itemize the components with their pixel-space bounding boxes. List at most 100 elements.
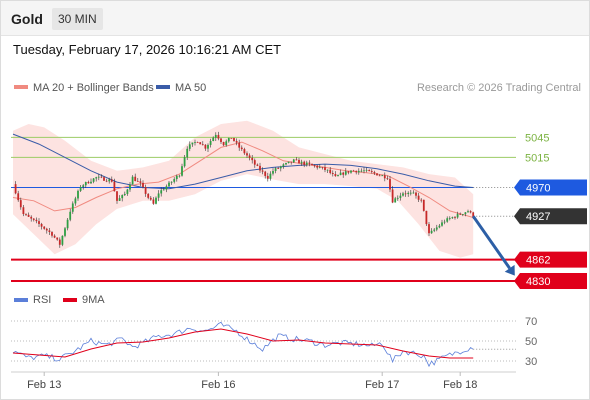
candle [222, 141, 225, 147]
candle [155, 196, 157, 205]
moving-averages [12, 133, 474, 218]
candle [19, 197, 22, 210]
candle [469, 210, 472, 214]
bollinger-bands [13, 120, 474, 258]
candle [461, 213, 464, 217]
candle [420, 198, 423, 203]
candle [235, 138, 238, 146]
candle [165, 184, 168, 193]
candle [456, 211, 459, 219]
candle [97, 173, 100, 181]
candle [152, 197, 155, 205]
rsi-legend-swatch [14, 298, 28, 302]
candle [238, 139, 241, 151]
candle [92, 177, 95, 184]
candle [360, 168, 363, 173]
pivot-label: 4970 [526, 182, 550, 194]
timeframe-button[interactable]: 30 MIN [52, 8, 103, 30]
candle [415, 191, 417, 199]
credit-text: Research © 2026 Trading Central [417, 82, 581, 94]
candle [404, 190, 407, 197]
time-label: Feb 16 [201, 379, 235, 391]
candle [373, 170, 376, 175]
candle [69, 208, 72, 222]
ma20-line [12, 141, 474, 218]
forecast-arrow-shaft [471, 215, 511, 270]
candle [417, 192, 420, 202]
candle [383, 172, 386, 182]
candle [90, 178, 92, 184]
candle [396, 195, 399, 201]
candle [290, 161, 293, 165]
candle [347, 171, 350, 175]
candle [196, 141, 199, 143]
candle [467, 209, 469, 213]
candle [435, 224, 438, 232]
candle [22, 204, 25, 217]
candle [45, 227, 48, 234]
candle [123, 191, 126, 196]
candle [207, 143, 209, 152]
candle [144, 184, 147, 197]
candle [95, 176, 98, 182]
candle [394, 196, 397, 203]
candle [264, 170, 267, 179]
candle [227, 137, 230, 143]
candle [378, 174, 381, 177]
candle [318, 164, 321, 169]
candle [32, 218, 35, 222]
candle [53, 234, 56, 239]
candle [285, 162, 287, 166]
candle [344, 168, 347, 176]
bollinger-band-area [13, 120, 474, 258]
candle [331, 170, 334, 177]
candle [186, 146, 189, 160]
support-tag-4862 [514, 251, 587, 268]
candle [269, 171, 272, 181]
candle [243, 147, 246, 155]
candle [40, 222, 43, 230]
candle [399, 192, 402, 201]
rsi-legend-label: RSI [33, 294, 51, 306]
candle [300, 159, 303, 166]
candle [329, 167, 332, 175]
rsi-tick-50: 50 [525, 336, 537, 348]
candle [113, 178, 116, 192]
candle [448, 216, 451, 221]
header-bar: Gold 30 MIN [1, 1, 589, 36]
candle [147, 193, 150, 200]
candle [38, 218, 40, 227]
candle [324, 164, 326, 173]
candle [352, 169, 355, 172]
price-levels [11, 136, 516, 282]
rsi-line [12, 321, 474, 368]
time-label: Feb 13 [27, 379, 61, 391]
candle [136, 178, 139, 182]
pivot-tag [514, 179, 587, 196]
candle [175, 174, 178, 182]
candle [441, 219, 443, 227]
candle [56, 237, 59, 241]
candle [261, 167, 264, 175]
candle [464, 212, 467, 217]
candle [389, 175, 391, 193]
candle [48, 228, 51, 235]
candle [433, 228, 436, 233]
candle [188, 141, 191, 152]
candle [220, 137, 222, 145]
ma50-legend-swatch [156, 85, 170, 89]
candle [142, 180, 144, 189]
candle [103, 176, 105, 182]
candle [248, 153, 251, 161]
forecast-arrow-head [504, 264, 515, 276]
candle [51, 231, 53, 238]
candle [363, 167, 365, 174]
candle [225, 139, 228, 147]
candle [305, 160, 308, 167]
ma50-legend-label: MA 50 [175, 82, 206, 94]
candle [446, 216, 449, 223]
candle [126, 188, 129, 196]
candle [334, 171, 337, 177]
ma20-legend-swatch [14, 85, 28, 89]
